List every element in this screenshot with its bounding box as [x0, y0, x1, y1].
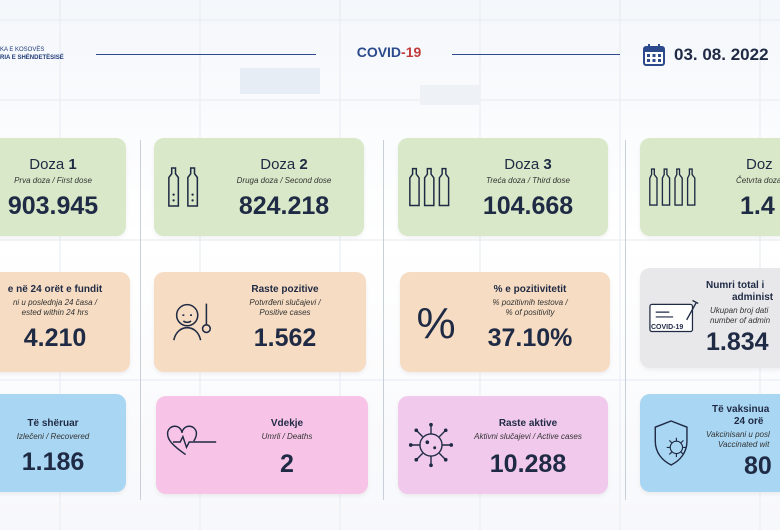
deaths-value: 2	[280, 450, 294, 478]
certificate-label: COVID-19	[651, 324, 684, 331]
date-block: 03. 08. 2022	[642, 42, 769, 68]
dose-4-value: 1.4	[740, 192, 775, 220]
positive-cases-title: Raste pozitive	[251, 284, 319, 295]
dose-2-subtitle: Druga doza / Second dose	[236, 176, 332, 185]
vaccinated-24h-title-1: Të vaksinua	[712, 404, 770, 415]
positivity-card: % % e pozitivitetit % pozitivnih testova…	[400, 272, 610, 372]
brand-line-1: KA E KOSOVËS	[0, 47, 45, 53]
positive-cases-subtitle-2: Positive cases	[259, 308, 311, 317]
total-administered-value: 1.834	[706, 328, 769, 356]
header-line-left	[96, 54, 316, 55]
column-separator	[383, 140, 384, 500]
positivity-subtitle-2: % of positivity	[505, 308, 555, 317]
column-separator	[140, 140, 141, 500]
positivity-title: % e pozitivitetit	[493, 284, 567, 295]
covid-title-main: COVID	[356, 44, 402, 60]
vaccinated-24h-value: 80	[744, 452, 772, 480]
recovered-subtitle: Izlečeni / Recovered	[16, 432, 90, 441]
recovered-card: Të shëruar Izlečeni / Recovered 1.186	[0, 394, 126, 492]
dose-3-subtitle: Treća doza / Third dose	[486, 176, 570, 185]
report-date: 03. 08. 2022	[674, 45, 769, 64]
vials-icon	[409, 167, 450, 207]
dose-4-subtitle: Četvrta doza / F	[736, 176, 780, 185]
dose-1-subtitle: Prva doza / First dose	[14, 176, 92, 185]
positive-cases-subtitle-1: Potvrđeni slučajevi /	[249, 298, 321, 307]
dose-4-card: Doz Četvrta doza / F 1.4	[640, 138, 780, 236]
certificate-syringe-icon	[649, 299, 699, 333]
dose-3-card: Doza 3 Treća doza / Third dose 104.668	[398, 138, 608, 236]
active-cases-subtitle: Aktivni slučajevi / Active cases	[474, 432, 582, 441]
vials-icon	[168, 167, 199, 207]
deaths-subtitle: Umrli / Deaths	[261, 432, 313, 441]
deaths-title: Vdekje	[270, 418, 304, 429]
recovered-value: 1.186	[21, 448, 85, 476]
vaccinated-24h-subtitle-2: Vaccinated wit	[718, 440, 770, 449]
header-line-right	[452, 54, 620, 55]
total-administered-subtitle-1: Ukupan broj dati	[710, 306, 769, 315]
vaccinated-24h-card: Të vaksinua 24 orë Vakcinisani u posl Va…	[640, 394, 780, 492]
shield-virus-icon	[654, 420, 688, 466]
dose-1-card: Doza 1 Prva doza / First dose 903.945	[0, 138, 126, 236]
active-cases-value: 10.288	[489, 450, 567, 478]
column-separator	[625, 140, 626, 500]
active-cases-card: Raste aktive Aktivni slučajevi / Active …	[398, 396, 608, 494]
positive-cases-value: 1.562	[253, 324, 317, 352]
heartbeat-icon	[166, 425, 217, 456]
total-administered-card: COVID-19 Numri total i administ Ukupan b…	[640, 268, 780, 368]
deaths-card: Vdekje Umrli / Deaths 2	[156, 396, 368, 494]
dose-2-title: Doza 2	[260, 156, 308, 173]
percent-icon: %	[416, 299, 456, 348]
vaccinated-24h-subtitle-1: Vakcinisani u posl	[706, 430, 770, 439]
tests-24h-subtitle-1: ni u poslednja 24 časa /	[12, 298, 98, 307]
total-administered-title-2: administ	[732, 292, 774, 303]
active-cases-title: Raste aktive	[498, 418, 558, 429]
positivity-value: 37.10%	[487, 324, 573, 352]
ministry-brand: KA E KOSOVËS RIA E SHËNDETËSISË	[0, 46, 90, 62]
positivity-subtitle-1: % pozitivnih testova /	[492, 298, 568, 307]
dose-4-title: Doz	[746, 156, 773, 173]
dose-3-value: 104.668	[482, 192, 574, 220]
dose-2-value: 824.218	[238, 192, 330, 220]
tests-24h-card: e në 24 orët e fundit ni u poslednja 24 …	[0, 272, 130, 372]
vaccinated-24h-title-2: 24 orë	[734, 416, 764, 427]
total-administered-title-1: Numri total i	[706, 280, 765, 291]
total-administered-subtitle-2: number of admin	[710, 316, 771, 325]
brand-line-2: RIA E SHËNDETËSISË	[0, 55, 64, 61]
dose-2-card: Doza 2 Druga doza / Second dose 824.218	[154, 138, 364, 236]
positive-cases-card: Raste pozitive Potvrđeni slučajevi / Pos…	[154, 272, 366, 372]
covid-title: COVID-19	[344, 44, 434, 64]
dose-1-value: 903.945	[7, 192, 99, 220]
vials-icon	[649, 168, 696, 206]
dose-3-title: Doza 3	[504, 156, 552, 173]
calendar-icon	[643, 44, 665, 66]
virus-icon	[408, 422, 454, 468]
dose-1-title: Doza 1	[29, 156, 77, 173]
covid-title-number: -19	[401, 44, 422, 60]
patient-thermometer-icon	[173, 303, 212, 341]
tests-24h-value: 4.210	[23, 324, 87, 352]
tests-24h-subtitle-2: ested within 24 hrs	[21, 308, 89, 317]
tests-24h-title: e në 24 orët e fundit	[7, 284, 103, 295]
recovered-title: Të shëruar	[27, 418, 79, 429]
